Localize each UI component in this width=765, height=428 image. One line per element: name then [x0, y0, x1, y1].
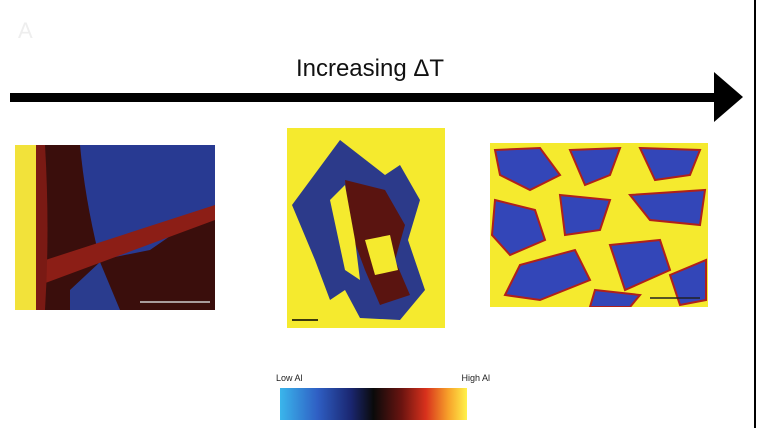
arrow-label: Increasing ΔT	[296, 55, 444, 82]
arrow-shaft	[10, 93, 718, 102]
colorbar-high-label: High Al	[461, 373, 490, 383]
figure: A Increasing ΔT	[0, 0, 765, 428]
micrograph-3	[490, 143, 708, 307]
colorbar-low-label: Low Al	[276, 373, 303, 383]
micrograph-1	[15, 145, 215, 310]
colorbar	[280, 388, 467, 420]
arrow-head	[714, 72, 743, 122]
panel-label: A	[18, 18, 33, 43]
micrograph-2	[287, 128, 445, 328]
